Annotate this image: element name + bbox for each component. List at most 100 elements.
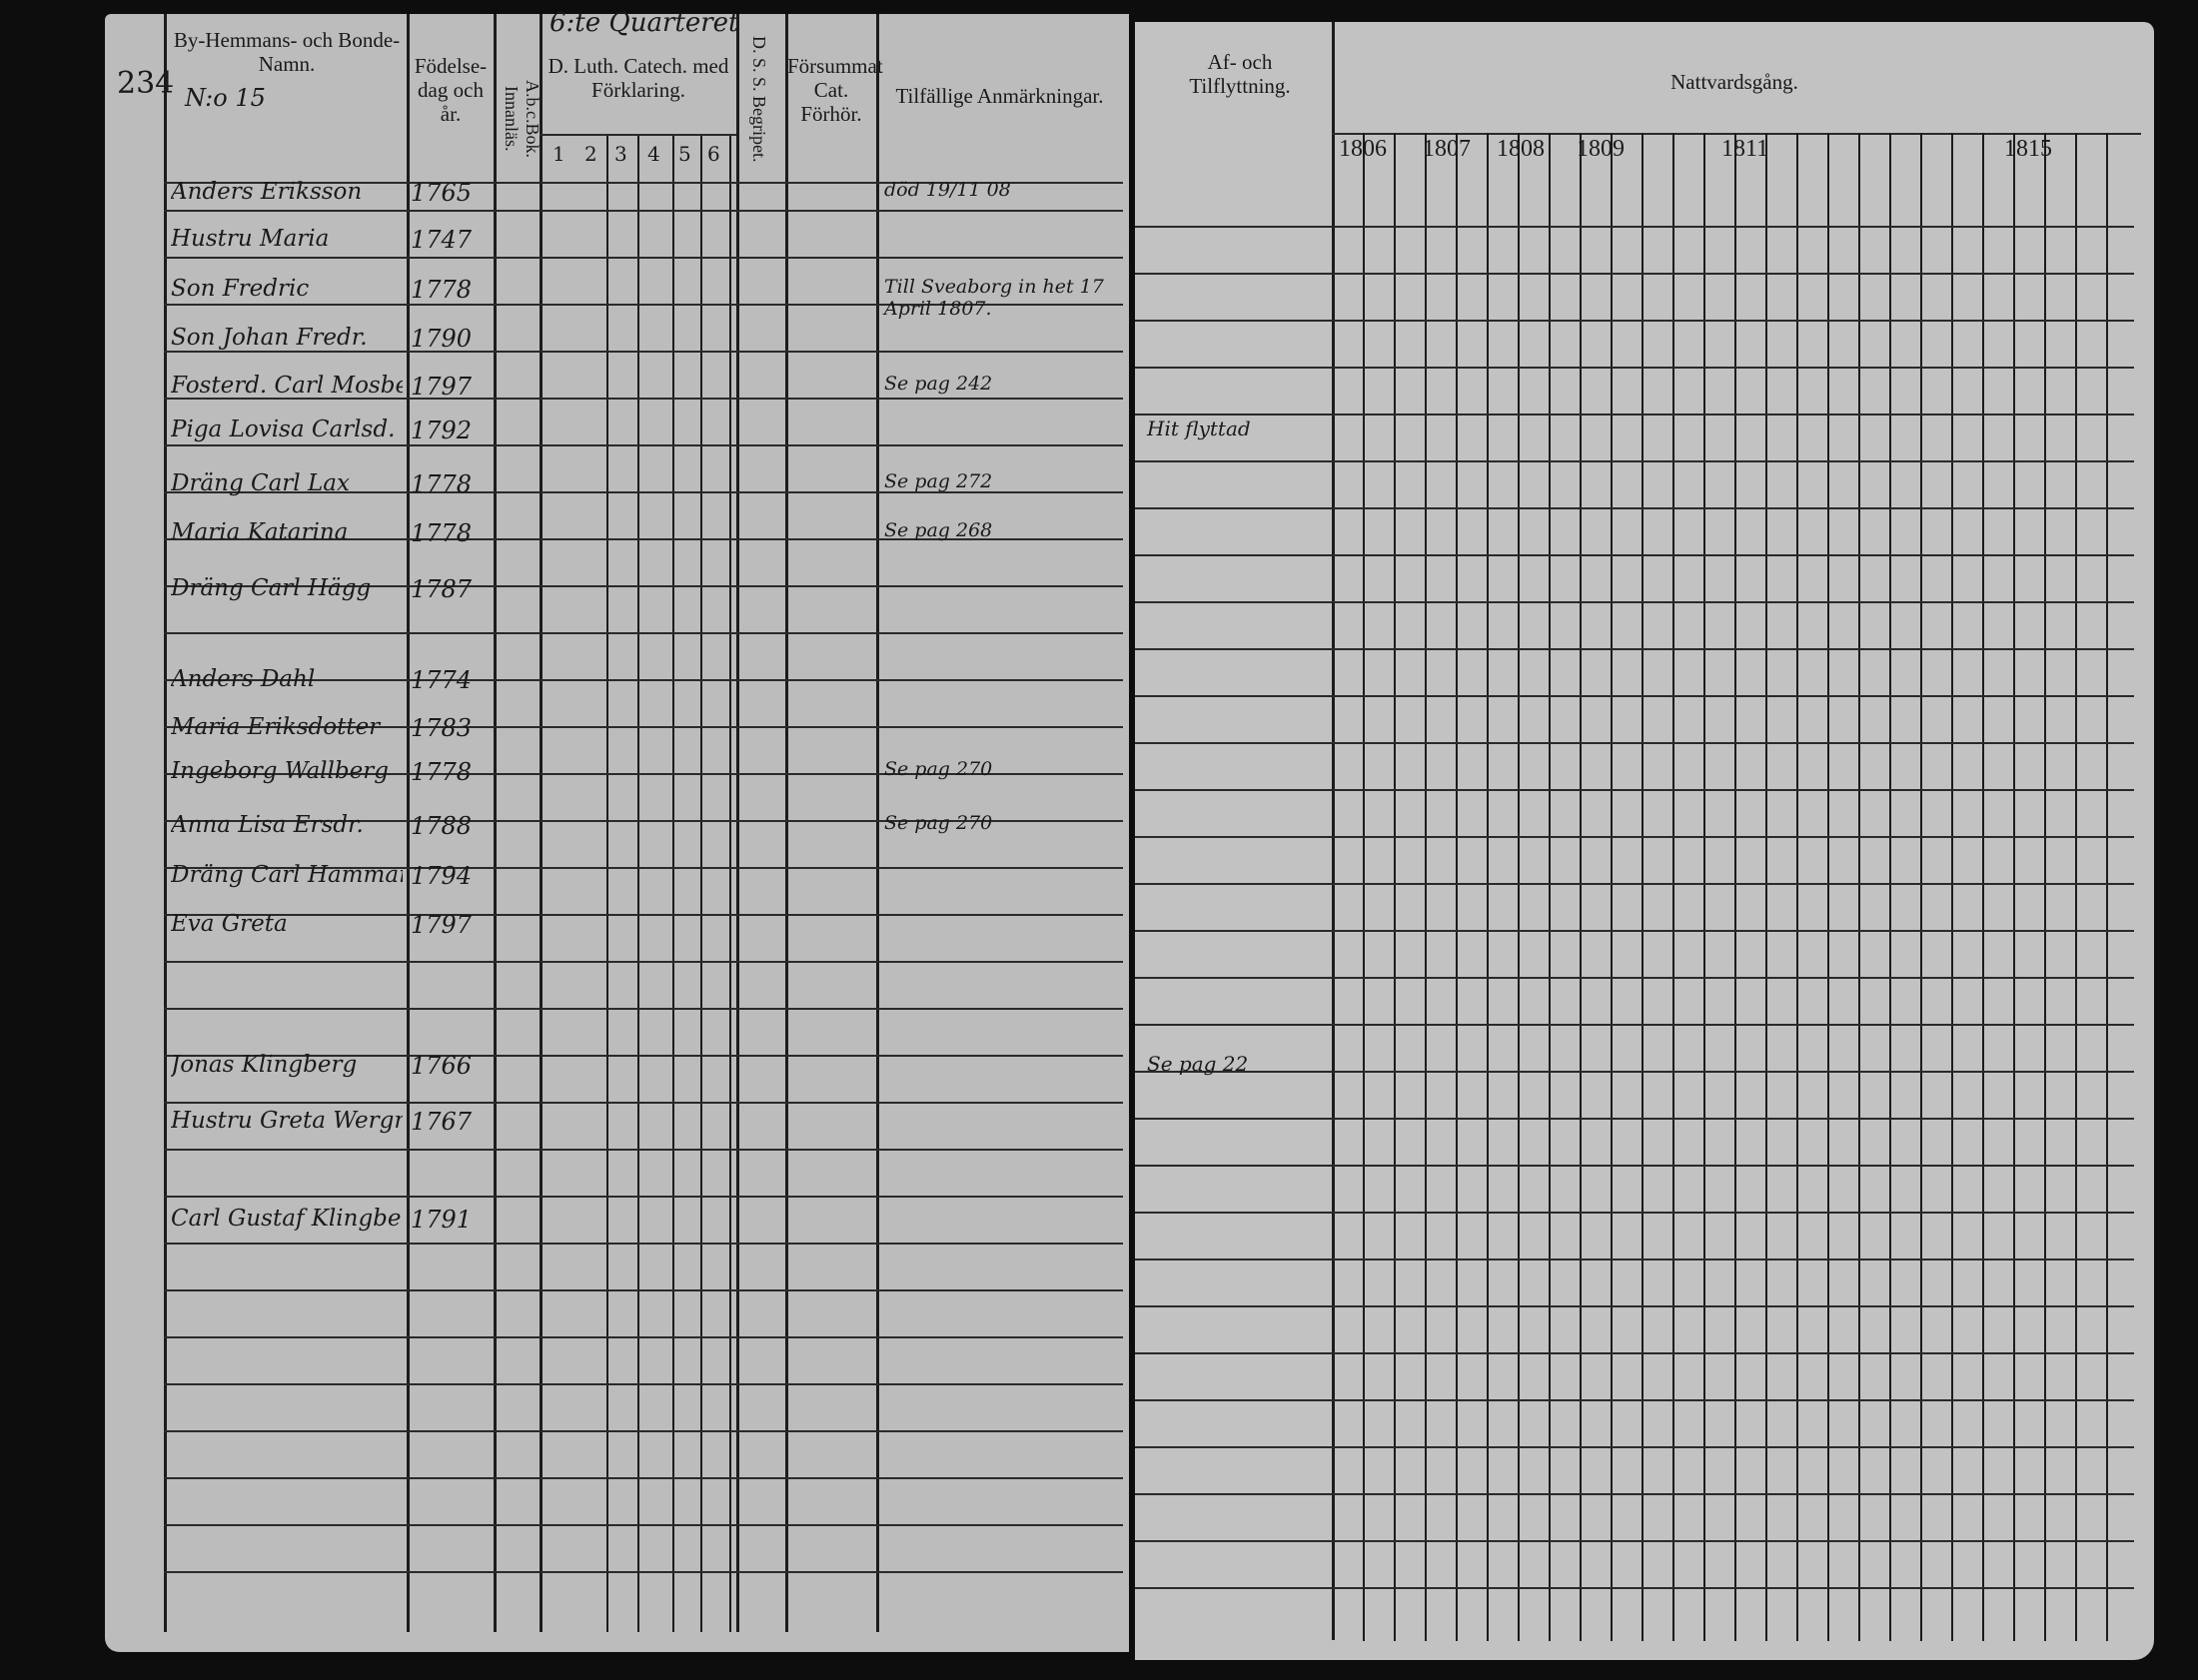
column-rule [1982,133,1984,1641]
column-rule [1518,133,1520,1641]
row-rule [1135,1305,2134,1307]
birth-year: 1783 [411,714,473,742]
row-rule [164,398,1123,400]
column-rule [2044,133,2046,1641]
row-rule [164,1055,1123,1057]
column-rule [637,134,639,1632]
birth-year: 1767 [411,1108,473,1136]
row-rule [1135,1259,2134,1260]
column-rule [1858,133,1860,1641]
birth-year: 1778 [411,758,473,786]
row-rule [1135,1446,2134,1448]
remark: Se pag 268 [884,519,993,541]
column-rule [1734,133,1736,1641]
row-rule [1135,320,2134,322]
row-rule [1135,367,2134,369]
row-rule [1135,1352,2134,1354]
row-rule [1135,460,2134,462]
row-rule [164,1289,1123,1291]
column-number: 5 [678,142,691,166]
header: Nattvardsgång. [1670,70,1798,94]
birth-year: 1778 [411,276,473,304]
row-rule [164,1430,1123,1432]
row-rule [164,304,1123,306]
column-rule [1456,133,1458,1641]
column-rule [1951,133,1953,1641]
person-name: Son Johan Fredr. [171,325,368,351]
row-rule [164,632,1123,634]
row-rule [1135,742,2134,744]
header: Af- och Tilflyttning. [1189,50,1291,98]
remark: Se pag 272 [884,470,993,492]
row-rule [1135,648,2134,650]
person-name: Hustru Greta Wergmander [171,1108,403,1134]
birth-year: 1778 [411,470,473,498]
column-rule [1796,133,1798,1641]
year-label: 1815 [2004,136,2052,162]
row-rule [164,1102,1123,1104]
row-rule [164,867,1123,869]
person-name: Eva Greta [171,911,288,937]
person-name: Anders Eriksson [171,179,363,205]
column-number: 2 [584,142,597,166]
column-rule [1549,133,1551,1641]
row-rule [164,726,1123,728]
year-label: 1806 [1339,136,1387,162]
person-name: Anders Dahl [171,666,316,692]
row-rule [164,1477,1123,1479]
row-rule [164,1149,1123,1151]
row-rule [164,820,1123,822]
quarter: 6:te Quarteret [550,8,739,38]
row-rule [1135,1212,2134,1214]
column-rule [1672,133,1674,1641]
row-rule [1135,1540,2134,1542]
row-rule [1135,273,2134,275]
row-rule [1135,1165,2134,1167]
row-rule [1135,789,2134,791]
person-name: Hustru Maria [171,226,330,252]
row-rule [1135,977,2134,979]
column-rule [494,14,497,1632]
header: Födelse-dag och år. [414,54,488,126]
row-rule [1135,507,2134,509]
column-rule [2075,133,2077,1641]
column-rule [2106,133,2108,1641]
column-rule [540,14,543,1632]
column-rule [1827,133,1829,1641]
column-rule [2013,133,2015,1641]
column-rule [876,14,879,1632]
column-rule [736,14,739,1632]
birth-year: 1788 [411,812,473,840]
row-rule [164,585,1123,587]
header: By-Hemmans- och Bonde-Namn. [173,28,401,76]
column-rule [1394,133,1396,1641]
year-label: 1807 [1423,136,1471,162]
row-rule [1135,883,2134,885]
row-rule [164,1196,1123,1198]
header-rule [540,134,736,136]
person-name: Dräng Carl Hammar [171,862,403,888]
column-number: 3 [614,142,627,166]
year-label: 1808 [1497,136,1545,162]
person-name: Anna Lisa Ersdr. [171,812,364,838]
birth-year: 1791 [411,1206,473,1234]
row-rule [164,1571,1123,1573]
header: A.b.c.Bok. Innanläs. [502,80,543,158]
person-name: Dräng Carl Hägg [171,575,372,601]
person-name: Son Fredric [171,276,310,302]
person-name: Piga Lovisa Carlsd. [171,417,396,442]
row-rule [164,914,1123,916]
row-rule [1135,695,2134,697]
birth-year: 1797 [411,911,473,939]
row-rule [164,773,1123,775]
row-rule [1135,554,2134,556]
birth-year: 1792 [411,417,473,444]
person-name: Jonas Klingberg [171,1052,358,1078]
header: D. S. S. Begripet. [749,35,769,163]
row-rule [1135,1071,2134,1073]
remark: död 19/11 08 [884,179,1011,201]
column-rule [1703,133,1705,1641]
row-rule [164,257,1123,259]
remark: Till Sveaborg in het 17 April 1807. [884,276,1104,320]
